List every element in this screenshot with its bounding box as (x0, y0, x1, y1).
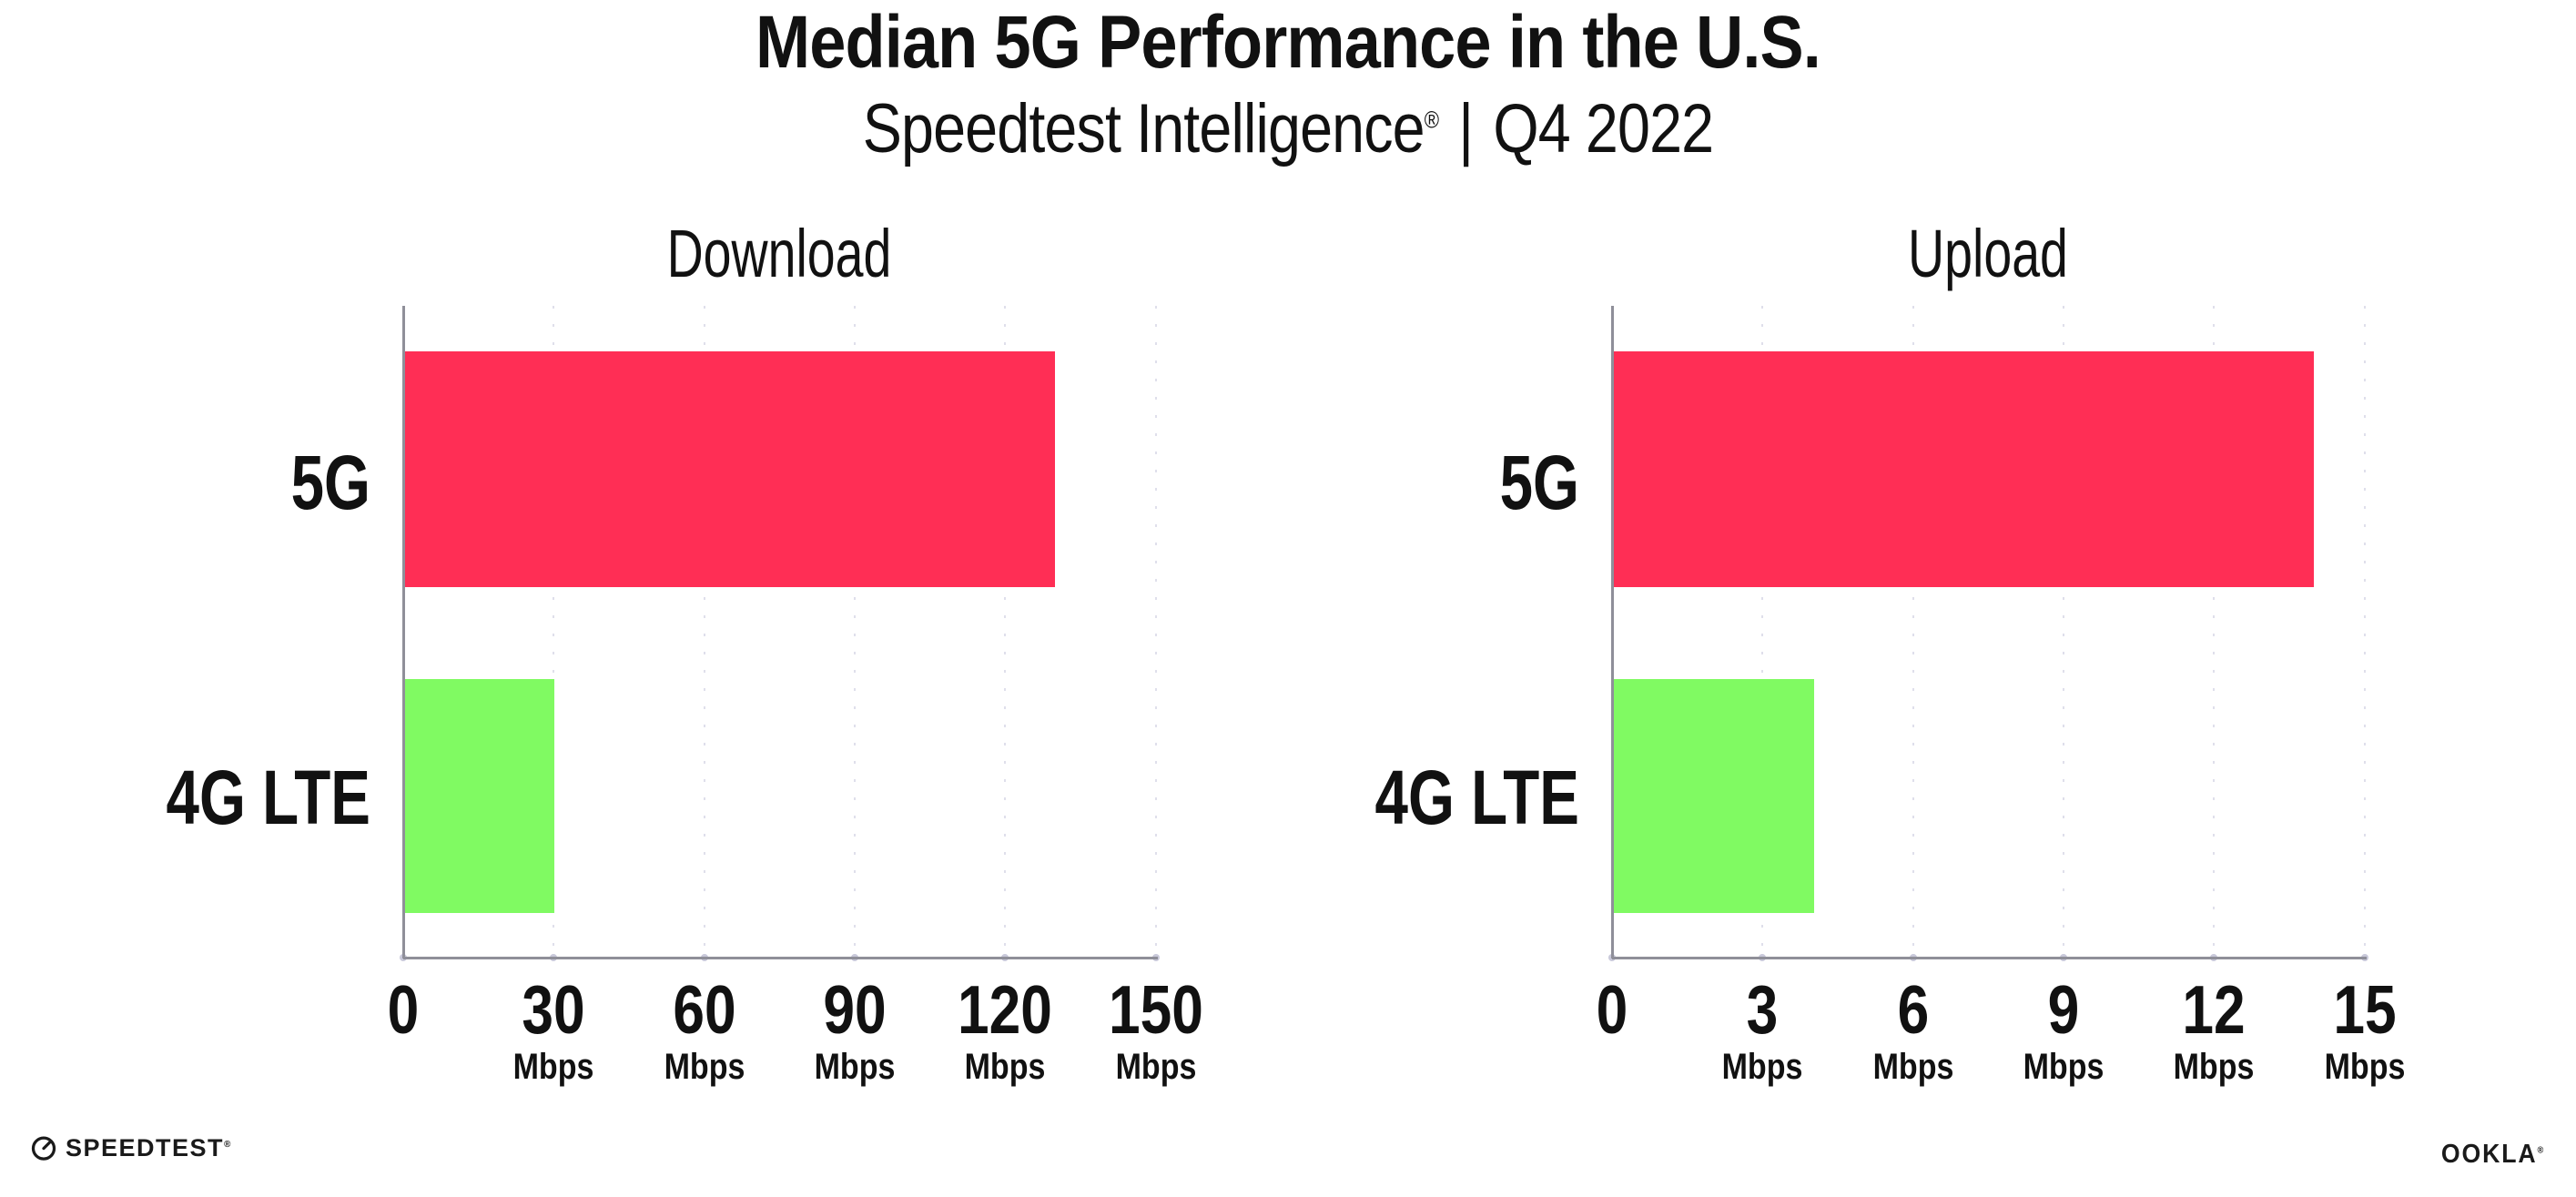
chart-title-upload: Upload (1908, 216, 2068, 291)
x-tick-unit-60: Mbps (664, 1047, 745, 1087)
y-axis (1611, 306, 1614, 959)
x-tick-unit-15: Mbps (2324, 1047, 2405, 1087)
gauge-icon (30, 1134, 57, 1161)
speedtest-logo: SPEEDTEST® (30, 1134, 232, 1161)
bar-5g (405, 351, 1055, 587)
x-tick-label-90: 90 (823, 971, 887, 1048)
chart-upload: Upload 5G 4G LTE 0 3 Mbps 6 Mbps 9 Mbps 12 Mbps 15 Mb… (1375, 220, 2405, 1086)
gridline-3 (1761, 306, 1764, 958)
x-tick-unit-9: Mbps (2023, 1047, 2104, 1087)
x-tick-label-15: 15 (2332, 971, 2397, 1048)
gridline-12 (2213, 306, 2216, 958)
chart-title-download: Download (666, 216, 892, 291)
x-tick-label-0: 0 (387, 971, 420, 1048)
x-tick-label-120: 120 (958, 971, 1053, 1048)
x-tick-label-12: 12 (2182, 971, 2246, 1048)
figure-title: Median 5G Performance in the U.S. (756, 1, 1821, 84)
category-label-5g: 5G (1499, 440, 1579, 525)
x-tick-unit-120: Mbps (964, 1047, 1046, 1087)
subtitle-brand: Speedtest Intelligence (862, 90, 1425, 167)
speedtest-registered-mark: ® (224, 1139, 232, 1150)
ookla-logo: OOKLA® (2441, 1141, 2545, 1168)
figure-subtitle: Speedtest Intelligence® | Q4 2022 (193, 95, 2383, 164)
bar-4g-lte (405, 679, 554, 913)
x-tick-unit-12: Mbps (2173, 1047, 2255, 1087)
category-label-4g-lte: 4G LTE (166, 755, 370, 840)
gridline-90 (853, 306, 856, 958)
y-axis (402, 306, 405, 959)
registered-mark: ® (1424, 106, 1439, 134)
x-tick-unit-3: Mbps (1721, 1047, 1803, 1087)
ookla-wordmark: OOKLA (2440, 1140, 2538, 1169)
ookla-registered-mark: ® (2537, 1145, 2545, 1156)
gridline-6 (1912, 306, 1914, 958)
x-tick-label-60: 60 (672, 971, 736, 1048)
x-tick-label-0: 0 (1596, 971, 1628, 1048)
x-tick-label-150: 150 (1108, 971, 1203, 1048)
x-tick-label-30: 30 (522, 971, 585, 1048)
x-tick-label-3: 3 (1746, 971, 1779, 1048)
x-tick-label-9: 9 (2047, 971, 2080, 1048)
bar-5g (1614, 351, 2314, 587)
x-axis (403, 957, 1158, 959)
x-tick-label-6: 6 (1897, 971, 1929, 1048)
gridline-30 (553, 306, 555, 958)
gridline-9 (2062, 306, 2064, 958)
x-tick-unit-90: Mbps (814, 1047, 896, 1087)
x-tick-unit-30: Mbps (512, 1047, 594, 1087)
gridline-60 (703, 306, 705, 958)
speedtest-wordmark: SPEEDTEST® (66, 1133, 232, 1161)
subtitle-divider: | (1458, 90, 1474, 167)
x-tick-unit-150: Mbps (1115, 1047, 1196, 1087)
x-tick-unit-6: Mbps (1872, 1047, 1953, 1087)
gridline-15 (2363, 306, 2366, 958)
category-label-4g-lte: 4G LTE (1374, 755, 1579, 840)
gridline-150 (1154, 306, 1157, 958)
chart-download: Download 5G 4G LTE 0 30 Mbps 60 Mbps 90 Mbps 120 Mb… (167, 220, 1203, 1086)
x-axis (1612, 957, 2367, 959)
category-label-5g: 5G (290, 440, 370, 525)
subtitle-period: Q4 2022 (1493, 90, 1714, 167)
gridline-120 (1004, 306, 1007, 958)
bar-4g-lte (1614, 679, 1814, 913)
